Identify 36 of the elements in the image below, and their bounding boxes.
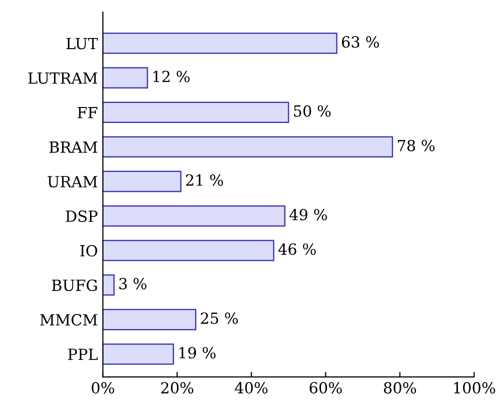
data-label: 63 % (342, 36, 379, 48)
y-tick-label: LUT (66, 38, 98, 50)
y-tick-label: IO (80, 244, 98, 257)
data-label: 3 % (119, 278, 146, 290)
y-tick-label: PPL (68, 348, 98, 360)
data-label: 25 % (200, 312, 238, 324)
data-label: 49 % (289, 208, 327, 220)
bar (102, 32, 338, 54)
x-tick-label: 20% (161, 382, 194, 394)
bar (102, 67, 148, 88)
bar (102, 136, 394, 158)
data-label: 19 % (179, 346, 216, 359)
bar (102, 274, 115, 296)
bar (102, 170, 182, 192)
bar (102, 240, 274, 262)
data-label: 46 % (278, 243, 316, 255)
y-tick-label: URAM (48, 176, 98, 188)
y-tick-label: LUTRAM (28, 72, 98, 84)
y-tick-label: DSP (66, 210, 98, 222)
data-label: 50 % (294, 105, 331, 117)
data-label: 12 % (153, 70, 190, 82)
x-tick-label: 100% (454, 382, 496, 394)
y-tick-label: BRAM (49, 142, 98, 153)
data-label: 78 % (398, 140, 435, 152)
y-tick-label: BUFG (52, 279, 97, 292)
x-tick-label: 60% (310, 382, 342, 394)
bar (102, 308, 196, 330)
x-tick-label: 80% (384, 382, 416, 394)
data-label: 21 % (186, 174, 223, 186)
y-tick-label: FF (78, 107, 98, 118)
bar (102, 343, 174, 365)
bar (102, 102, 290, 123)
bar (102, 205, 286, 227)
x-tick-label: 0% (92, 382, 114, 394)
x-tick-label: 40% (234, 382, 268, 394)
y-tick-label: MMCM (40, 314, 98, 326)
